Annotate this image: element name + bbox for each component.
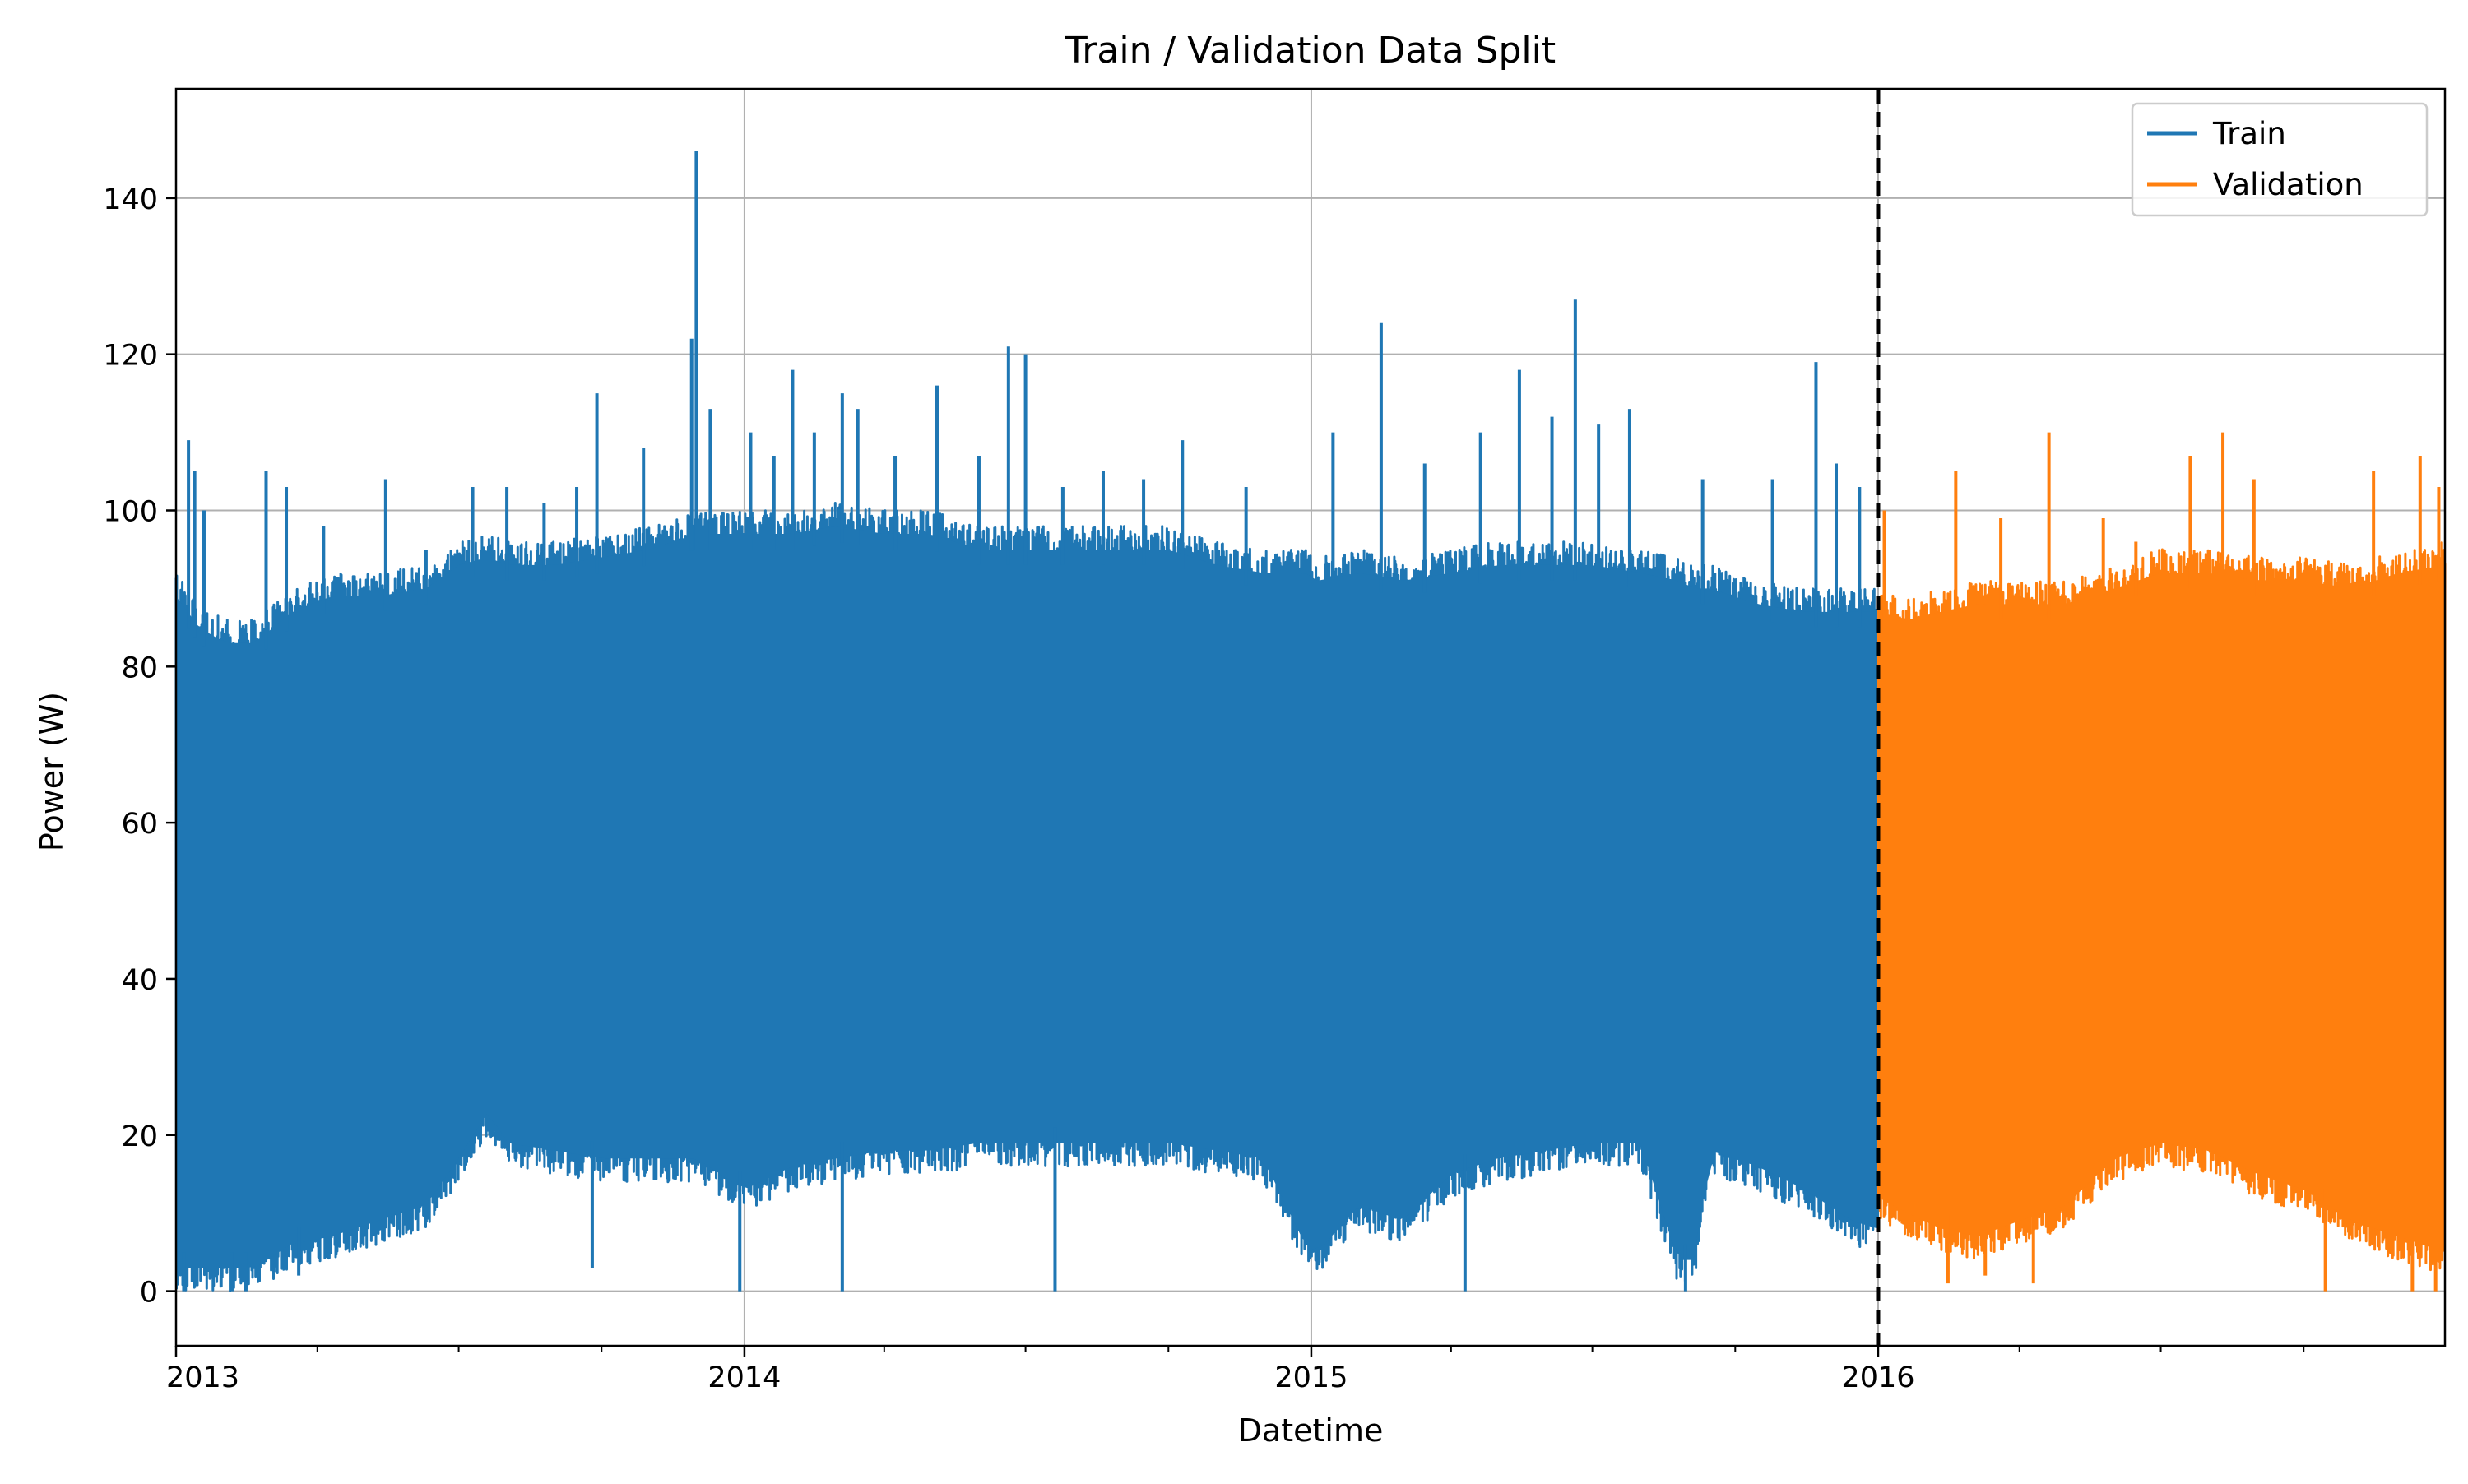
x-tick-label: 2016 <box>1841 1361 1914 1394</box>
series-band-train <box>176 526 1878 1268</box>
y-tick-label: 0 <box>140 1277 158 1310</box>
legend-label-train: Train <box>2212 116 2286 151</box>
y-tick-label: 20 <box>121 1120 158 1153</box>
legend-label-validation: Validation <box>2213 167 2364 202</box>
y-tick-label: 60 <box>121 808 158 841</box>
plot-data <box>174 151 2447 1292</box>
x-tick-label: 2013 <box>166 1361 239 1394</box>
legend: Train Validation <box>2131 102 2429 217</box>
chart-title: Train / Validation Data Split <box>1065 30 1556 72</box>
series-band-validation <box>1878 564 2445 1253</box>
y-tick-label: 140 <box>103 183 158 216</box>
y-tick-label: 100 <box>103 495 158 528</box>
axes: 0 20 40 60 80 100 120 140 2013 2014 2015 2016 <box>103 87 2447 1394</box>
y-tick-label: 40 <box>121 964 158 997</box>
y-tick-label: 120 <box>103 340 158 373</box>
y-tick-label: 80 <box>121 652 158 684</box>
x-axis-label: Datetime <box>1238 1412 1384 1449</box>
legend-box <box>2131 102 2429 217</box>
x-tick-label: 2015 <box>1274 1361 1348 1394</box>
y-axis-label: Power (W) <box>34 692 70 851</box>
x-tick-label: 2014 <box>707 1361 781 1394</box>
